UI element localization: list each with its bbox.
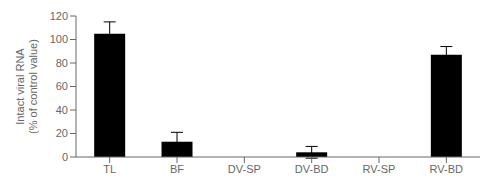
svg-text:TL: TL	[103, 163, 116, 175]
svg-text:40: 40	[56, 104, 68, 116]
svg-text:Intact viral RNA(% of control: Intact viral RNA(% of control value)	[14, 39, 39, 134]
svg-text:120: 120	[50, 10, 68, 22]
svg-text:60: 60	[56, 80, 68, 92]
svg-text:20: 20	[56, 127, 68, 139]
svg-text:RV-SP: RV-SP	[363, 163, 396, 175]
svg-text:DV-SP: DV-SP	[228, 163, 261, 175]
svg-text:80: 80	[56, 57, 68, 69]
svg-text:BF: BF	[170, 163, 184, 175]
svg-text:0: 0	[62, 151, 68, 163]
svg-text:100: 100	[50, 33, 68, 45]
svg-text:DV-BD: DV-BD	[295, 163, 329, 175]
svg-text:RV-BD: RV-BD	[430, 163, 463, 175]
